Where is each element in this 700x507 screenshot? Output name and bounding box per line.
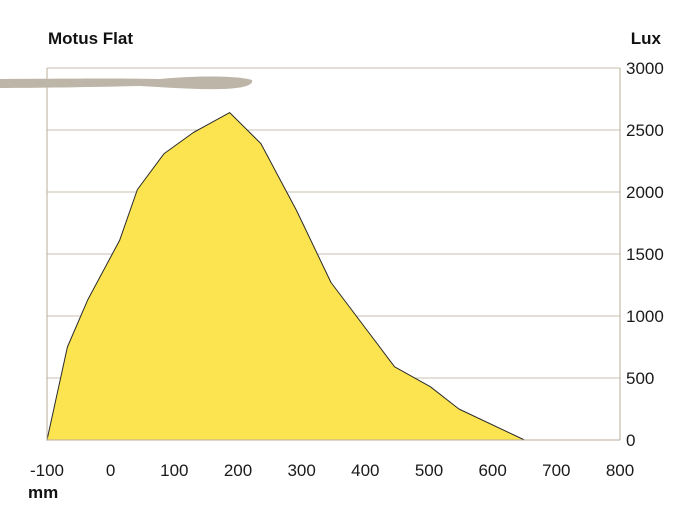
y-tick-label: 1000 bbox=[626, 307, 664, 326]
x-axis-ticks: -100 0 100 200 300 400 500 600 700 800 bbox=[30, 461, 634, 480]
x-tick-label: 100 bbox=[160, 461, 188, 480]
x-tick-label: 500 bbox=[415, 461, 443, 480]
y-tick-label: 3000 bbox=[626, 59, 664, 78]
y-axis-label: Lux bbox=[631, 29, 662, 48]
y-tick-label: 0 bbox=[626, 431, 635, 450]
redacted-watermark bbox=[0, 76, 253, 90]
x-tick-label: 800 bbox=[606, 461, 634, 480]
x-tick-label: 200 bbox=[224, 461, 252, 480]
x-tick-label: 700 bbox=[542, 461, 570, 480]
x-axis-label: mm bbox=[28, 483, 58, 502]
lux-area bbox=[46, 112, 525, 441]
y-tick-label: 2500 bbox=[626, 121, 664, 140]
y-tick-label: 500 bbox=[626, 369, 654, 388]
x-tick-label: 600 bbox=[478, 461, 506, 480]
x-tick-label: -100 bbox=[30, 461, 64, 480]
y-tick-label: 1500 bbox=[626, 245, 664, 264]
x-tick-label: 400 bbox=[351, 461, 379, 480]
x-tick-label: 0 bbox=[106, 461, 115, 480]
x-tick-label: 300 bbox=[287, 461, 315, 480]
y-tick-label: 2000 bbox=[626, 183, 664, 202]
plot-frame bbox=[46, 68, 621, 441]
chart-title: Motus Flat bbox=[48, 29, 133, 48]
y-axis-ticks: 0 500 1000 1500 2000 2500 3000 bbox=[626, 59, 664, 450]
